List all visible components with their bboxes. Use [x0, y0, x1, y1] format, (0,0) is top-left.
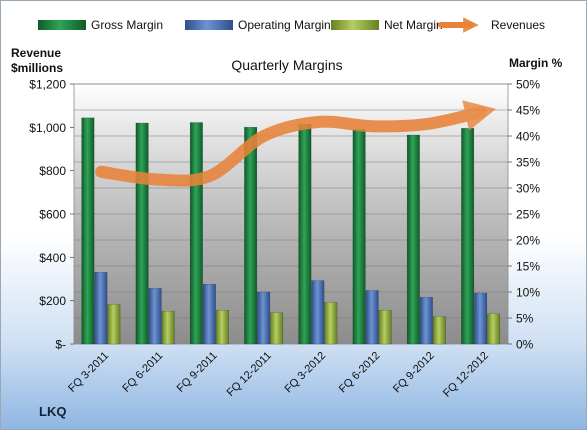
x-tick-label: FQ 3-2011 [66, 350, 111, 395]
x-tick-label: FQ 9-2011 [175, 350, 220, 395]
left-tick-label: $400 [39, 251, 66, 265]
legend-label-operating-margin: Operating Margin [238, 18, 331, 32]
x-axis: FQ 3-2011 FQ 6-2011 FQ 9-2011 FQ 12-2011 FQ … [66, 350, 491, 400]
legend-swatch-net-margin [331, 20, 379, 30]
left-tick-label: $1,200 [29, 78, 66, 92]
left-axis-title-line1: Revenue [11, 46, 61, 60]
right-axis-title: Margin % [509, 56, 563, 70]
right-tick-label: 15% [516, 260, 540, 274]
right-axis: 0% 5% 10% 15% 20% 25% 30% 35% 40% 45% 50% [508, 78, 540, 352]
bar-gross-margin [135, 122, 149, 345]
chart-title: Quarterly Margins [231, 57, 342, 73]
bar-gross-margin [406, 134, 420, 345]
legend: Gross Margin Operating Margin Net Margin… [38, 17, 545, 33]
bar-net-margin [487, 313, 501, 345]
bar-net-margin [270, 312, 284, 345]
bar-operating-margin [257, 291, 271, 345]
left-tick-label: $200 [39, 294, 66, 308]
right-tick-label: 0% [516, 338, 534, 352]
bar-operating-margin [94, 272, 108, 345]
right-tick-label: 50% [516, 78, 540, 92]
x-tick-label: FQ 3-2012 [283, 350, 329, 396]
bar-net-margin [161, 311, 175, 345]
right-tick-label: 5% [516, 312, 534, 326]
bar-gross-margin [461, 127, 475, 345]
footer-label: LKQ [39, 404, 66, 419]
left-tick-label: $800 [39, 164, 66, 178]
right-tick-label: 35% [516, 156, 540, 170]
x-tick-label: FQ 6-2011 [120, 350, 165, 395]
left-tick-label: $600 [39, 208, 66, 222]
bar-net-margin [324, 302, 338, 345]
bar-net-margin [378, 310, 392, 345]
left-tick-label: $1,000 [29, 121, 66, 135]
revenue-line-layer [95, 100, 497, 187]
bar-operating-margin [202, 284, 216, 345]
bar-gross-margin [244, 126, 258, 345]
bar-gross-margin [189, 122, 203, 345]
left-tick-label: $- [55, 338, 66, 352]
legend-item-revenues[interactable]: Revenues [438, 17, 545, 33]
x-tick-label: FQ 12-2012 [441, 350, 491, 400]
legend-swatch-operating-margin [185, 20, 233, 30]
legend-item-operating-margin[interactable]: Operating Margin [185, 18, 331, 32]
revenue-line [95, 100, 497, 187]
legend-label-gross-margin: Gross Margin [91, 18, 163, 32]
right-tick-label: 20% [516, 234, 540, 248]
legend-label-net-margin: Net Margin [384, 18, 443, 32]
bar-operating-margin [148, 288, 162, 345]
left-axis-title-line2: $millions [11, 61, 63, 75]
legend-item-gross-margin[interactable]: Gross Margin [38, 18, 163, 32]
bar-net-margin [107, 304, 121, 345]
right-tick-label: 45% [516, 104, 540, 118]
x-tick-label: FQ 12-2011 [225, 350, 274, 399]
bar-gross-margin [352, 129, 366, 345]
bar-gross-margin [298, 123, 312, 345]
bar-operating-margin [474, 292, 488, 345]
bar-net-margin [215, 310, 229, 345]
legend-swatch-gross-margin [38, 20, 86, 30]
bar-operating-margin [311, 280, 325, 345]
bar-operating-margin [365, 290, 379, 345]
right-tick-label: 25% [516, 208, 540, 222]
x-tick-label: FQ 6-2012 [337, 350, 383, 396]
x-tick-label: FQ 9-2012 [391, 350, 437, 396]
right-tick-label: 40% [516, 130, 540, 144]
bars-layer [81, 117, 501, 345]
right-tick-label: 30% [516, 182, 540, 196]
right-tick-label: 10% [516, 286, 540, 300]
bar-gross-margin [81, 117, 95, 345]
left-axis: $- $200 $400 $600 $800 $1,000 $1,200 [29, 78, 74, 352]
legend-label-revenues: Revenues [491, 18, 545, 32]
bar-net-margin [432, 316, 446, 345]
bar-operating-margin [419, 297, 433, 345]
legend-item-net-margin[interactable]: Net Margin [331, 18, 443, 32]
